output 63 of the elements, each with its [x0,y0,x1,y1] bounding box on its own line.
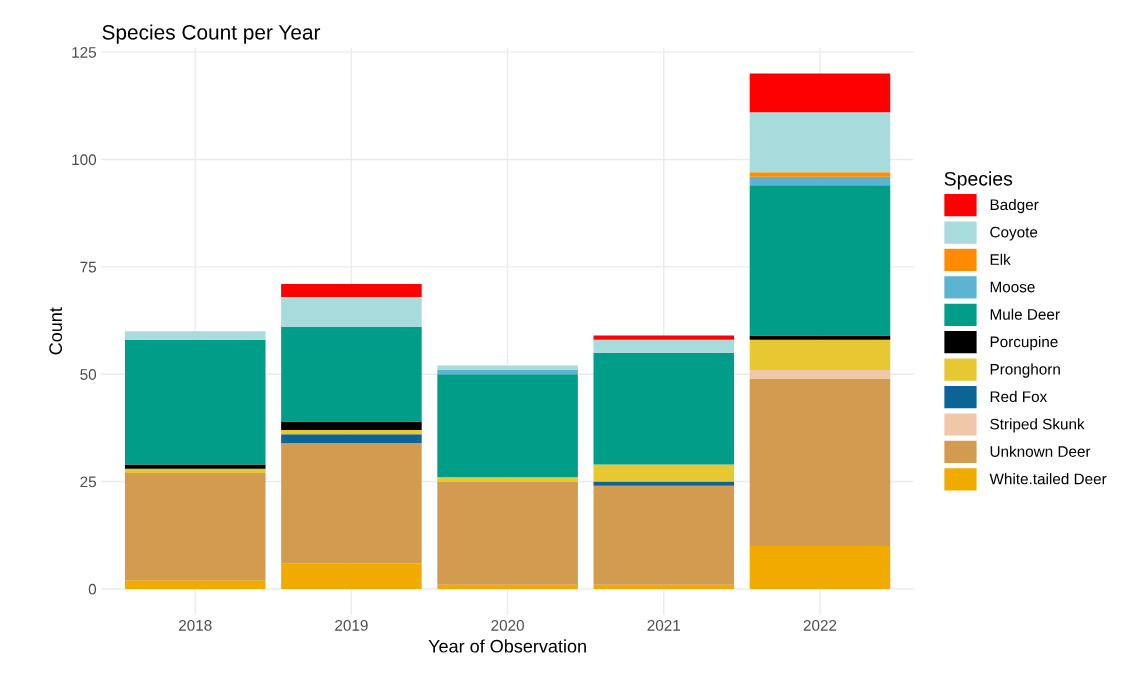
legend-label: Badger [990,198,1039,214]
bar [281,434,422,443]
x-axis-title: Year of Observation [428,639,586,653]
bar [593,335,735,340]
bar [749,185,891,336]
y-tick-label: 50 [80,369,97,380]
legend-label: Striped Skunk [990,418,1085,433]
bar [437,481,578,585]
bar [749,335,891,340]
bar [124,339,266,465]
bar [593,464,735,482]
bar [281,421,422,431]
bar [437,584,578,589]
bar [281,326,422,422]
bar [124,580,266,589]
bar [749,545,891,589]
y-tick-label: 100 [72,154,97,166]
bar [281,296,422,327]
bar [749,369,891,379]
bar [749,176,891,186]
legend-label: Porcupine [990,336,1058,351]
legend-label: Red Fox [990,390,1048,403]
y-tick-label: 0 [88,583,97,595]
x-tick-label: 2018 [179,619,212,631]
bar [749,112,891,173]
y-tick-label: 25 [80,476,97,488]
legend-label: Elk [990,253,1011,265]
bar [593,339,735,353]
bar [281,430,422,435]
bar [281,563,422,589]
bar [124,472,266,581]
bar [124,331,266,340]
legend-label: Coyote [990,226,1038,241]
bar [124,468,266,473]
chart-title: Species Count per Year [102,24,321,44]
bar [593,481,735,486]
bar [593,584,735,589]
bar [124,464,266,469]
bar [749,378,891,546]
bar [437,477,578,482]
legend-label: Pronghorn [990,363,1060,378]
bar [749,73,891,113]
bar [593,485,735,585]
legend-label: Mule Deer [990,308,1060,320]
y-tick-label: 125 [72,46,97,58]
legend-label: Moose [990,281,1035,293]
bar [437,374,578,478]
legend-label: Unknown Deer [990,445,1091,457]
bar [281,442,422,564]
y-tick-label: 75 [80,261,97,273]
y-axis-title: Count [49,307,63,355]
bar [593,352,735,465]
bar [437,369,578,375]
x-tick-label: 2022 [803,619,837,631]
bar [749,172,891,177]
x-tick-label: 2019 [335,619,368,631]
legend-label: White.tailed Deer [989,473,1107,485]
bar [281,284,422,297]
legend-title: Species [944,171,1013,190]
x-tick-label: 2021 [647,619,681,631]
x-tick-label: 2020 [491,619,524,631]
bar [749,339,891,370]
bar [437,365,578,370]
